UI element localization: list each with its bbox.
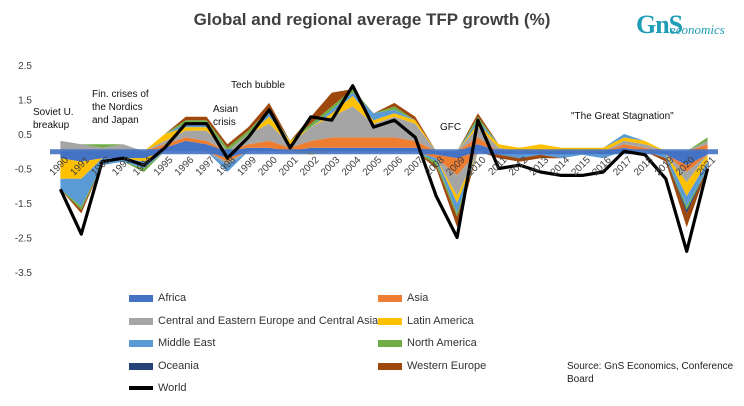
legend-label: Latin America bbox=[407, 315, 474, 327]
legend-label: Middle East bbox=[158, 337, 216, 349]
annotation-soviet-breakup: Soviet U. breakup bbox=[33, 107, 74, 131]
chart-title: Global and regional average TFP growth (… bbox=[193, 10, 551, 29]
positive-stacked-areas bbox=[60, 89, 708, 152]
legend-middle-east: Middle East bbox=[129, 336, 215, 350]
area-positive-africa bbox=[60, 140, 708, 152]
y-tick-label: -1.5 bbox=[15, 199, 33, 210]
legend-label: Western Europe bbox=[407, 360, 487, 372]
area-negative-africa bbox=[60, 151, 708, 166]
legend-swatch-western-europe bbox=[378, 362, 402, 370]
negative-stacked-areas bbox=[60, 151, 708, 228]
legend-swatch-ceeca bbox=[129, 317, 153, 325]
area-positive-central-and-eastern-europe-and-central-asia bbox=[60, 106, 708, 152]
y-tick-label: 1.5 bbox=[18, 96, 32, 107]
legend-label: Oceania bbox=[158, 360, 199, 372]
legend-label: Asia bbox=[407, 292, 429, 304]
legend-ceeca: Central and Eastern Europe and Central A… bbox=[129, 314, 378, 328]
x-tick-label: 2003 bbox=[319, 154, 343, 178]
gns-economics-logo: GnS economics bbox=[636, 10, 736, 44]
world-line bbox=[58, 84, 710, 253]
legend-latin-america: Latin America bbox=[378, 314, 474, 328]
legend-asia: Asia bbox=[378, 291, 428, 305]
area-positive-asia bbox=[60, 137, 708, 152]
legend-swatch-oceania bbox=[129, 362, 153, 370]
x-tick-label: 2017 bbox=[611, 154, 635, 178]
zero-axis-band bbox=[50, 149, 718, 155]
x-tick-label: 2005 bbox=[361, 154, 385, 178]
x-tick-label: 2002 bbox=[298, 154, 322, 178]
legend-swatch-world bbox=[129, 386, 153, 391]
legend-swatch-asia bbox=[378, 294, 402, 302]
y-tick-label: -2.5 bbox=[15, 234, 33, 245]
x-tick-label: 2018 bbox=[632, 154, 656, 178]
y-tick-label: -3.5 bbox=[15, 268, 33, 279]
logo-mark: GnS bbox=[636, 10, 683, 39]
y-axis-labels: 2.5 1.5 0.5 -0.5 -1.5 -2.5 -3.5 bbox=[15, 61, 33, 279]
x-tick-label: 2004 bbox=[340, 154, 364, 178]
logo-word: economics bbox=[670, 22, 725, 37]
legend-label: Africa bbox=[158, 292, 187, 304]
x-tick-label: 2001 bbox=[277, 154, 301, 178]
y-tick-label: 0.5 bbox=[18, 130, 32, 141]
legend-oceania: Oceania bbox=[129, 359, 199, 373]
annotation-gfc: GFC bbox=[440, 122, 462, 133]
legend-western-europe: Western Europe bbox=[378, 359, 486, 373]
area-negative-asia bbox=[60, 151, 708, 176]
area-negative-middle-east bbox=[60, 151, 708, 214]
legend-world: World bbox=[129, 381, 187, 395]
x-tick-label: 2000 bbox=[256, 154, 280, 178]
legend-north-america: North America bbox=[378, 336, 477, 350]
x-tick-label: 2006 bbox=[382, 154, 406, 178]
annotation-tech-bubble: Tech bubble bbox=[231, 80, 285, 91]
x-tick-label: 1996 bbox=[173, 154, 197, 178]
legend-africa: Africa bbox=[129, 291, 186, 305]
annotation-fin-crises: Fin. crises of the Nordics and Japan bbox=[92, 89, 149, 126]
legend-swatch-north-america bbox=[378, 339, 402, 347]
zero-line bbox=[50, 149, 718, 155]
legend-label: North America bbox=[407, 337, 477, 349]
area-positive-western-europe bbox=[60, 89, 708, 152]
y-tick-label: 2.5 bbox=[18, 61, 32, 72]
legend-swatch-africa bbox=[129, 294, 153, 302]
legend-swatch-middle-east bbox=[129, 339, 153, 347]
legend-label: Central and Eastern Europe and Central A… bbox=[158, 315, 379, 327]
source-note: Source: GnS Economics, Conference Board bbox=[567, 361, 734, 385]
y-tick-label: -0.5 bbox=[15, 165, 33, 176]
annotation-asian-crisis: Asian crisis bbox=[213, 104, 239, 128]
legend-label: World bbox=[158, 382, 187, 394]
legend-swatch-latin-america bbox=[378, 317, 402, 325]
world-series-line bbox=[58, 84, 710, 253]
annotation-great-stagnation: "The Great Stagnation" bbox=[571, 111, 674, 122]
